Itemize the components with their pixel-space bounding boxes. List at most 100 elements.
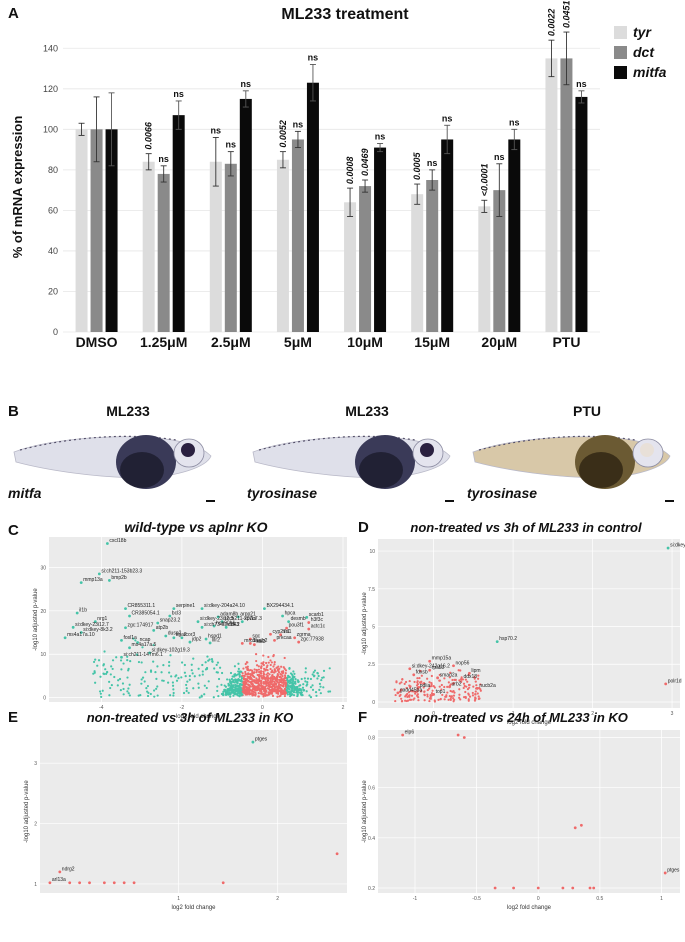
point bbox=[292, 679, 295, 683]
point bbox=[126, 659, 129, 662]
point bbox=[182, 691, 186, 695]
gene-label: bcl3 bbox=[172, 611, 181, 617]
gene-label: rps53 bbox=[432, 665, 445, 671]
point bbox=[242, 667, 245, 670]
gene-point bbox=[279, 633, 282, 637]
bar-dct bbox=[560, 58, 573, 333]
bar-dct bbox=[359, 186, 372, 332]
embryo-1: ML233 mitfa bbox=[8, 403, 215, 502]
point bbox=[243, 678, 246, 681]
point bbox=[255, 677, 258, 680]
gene-point bbox=[168, 614, 172, 618]
point bbox=[94, 681, 97, 684]
gene-label: arpp21 bbox=[240, 611, 256, 617]
gene-label: zgrma bbox=[297, 632, 311, 638]
panel-e-letter: E bbox=[8, 709, 18, 726]
point bbox=[309, 686, 313, 689]
point bbox=[108, 694, 111, 697]
point bbox=[284, 671, 287, 675]
gene-label: nrg1 bbox=[97, 616, 107, 622]
point bbox=[283, 656, 286, 660]
point bbox=[180, 661, 184, 664]
point bbox=[276, 695, 279, 698]
point bbox=[280, 692, 283, 696]
point bbox=[308, 694, 311, 697]
point bbox=[185, 687, 188, 690]
point bbox=[561, 886, 565, 890]
point bbox=[135, 653, 139, 656]
point bbox=[428, 681, 431, 684]
point bbox=[453, 691, 456, 694]
point bbox=[262, 670, 265, 673]
point bbox=[238, 671, 241, 675]
point bbox=[188, 678, 191, 681]
point bbox=[118, 677, 122, 681]
gene-label: si:dkey-8k3.2 bbox=[83, 627, 113, 633]
point bbox=[273, 663, 276, 666]
point bbox=[255, 681, 259, 684]
point bbox=[257, 691, 260, 695]
point bbox=[266, 672, 270, 675]
point bbox=[266, 694, 269, 697]
category-label: PTU bbox=[552, 334, 580, 350]
point bbox=[422, 686, 425, 689]
point bbox=[242, 674, 245, 677]
category-label: 2.5μM bbox=[211, 334, 251, 350]
point bbox=[237, 667, 240, 670]
gene-point bbox=[236, 615, 240, 619]
point bbox=[493, 886, 497, 890]
point bbox=[479, 689, 482, 692]
point bbox=[175, 674, 178, 677]
point bbox=[201, 673, 204, 676]
point bbox=[155, 687, 158, 690]
point bbox=[462, 736, 466, 739]
y-tick-label: 2.5 bbox=[368, 662, 375, 668]
point bbox=[99, 675, 102, 678]
point bbox=[146, 684, 150, 688]
point bbox=[242, 688, 245, 691]
point bbox=[410, 689, 414, 692]
panel-a-legend: tyr dct mitfa bbox=[614, 24, 667, 80]
gene-label: si:ch211-207c7.3 bbox=[224, 616, 262, 622]
point bbox=[256, 673, 259, 677]
point bbox=[281, 691, 285, 694]
point bbox=[108, 680, 111, 683]
point bbox=[110, 683, 113, 687]
point bbox=[254, 687, 257, 690]
point bbox=[188, 674, 191, 678]
point bbox=[117, 679, 120, 682]
y-tick-label: 30 bbox=[40, 565, 46, 571]
gene-label: hsp70.2 bbox=[499, 636, 517, 642]
point bbox=[573, 826, 577, 830]
gene-point bbox=[136, 641, 139, 644]
point bbox=[437, 698, 440, 702]
gene-point bbox=[293, 636, 297, 640]
gene-point bbox=[475, 686, 479, 690]
point bbox=[319, 692, 322, 695]
point bbox=[273, 676, 276, 680]
point bbox=[477, 695, 480, 698]
point bbox=[205, 686, 208, 690]
point bbox=[428, 699, 431, 703]
point bbox=[290, 684, 293, 687]
panel-a-ylabel: % of mRNA expression bbox=[10, 116, 25, 259]
point bbox=[160, 671, 163, 674]
point bbox=[309, 677, 313, 681]
point bbox=[302, 689, 305, 692]
significance-label: ns bbox=[375, 132, 386, 142]
gene-label: mmp15a bbox=[432, 656, 452, 662]
x-tick-label: 1 bbox=[660, 896, 663, 902]
point bbox=[147, 691, 150, 695]
point bbox=[328, 667, 331, 670]
point bbox=[297, 691, 301, 694]
point bbox=[253, 668, 256, 671]
point bbox=[183, 671, 187, 674]
point bbox=[259, 679, 262, 683]
bar-tyr bbox=[478, 206, 491, 332]
point bbox=[249, 673, 252, 676]
gene-point bbox=[188, 640, 192, 644]
point bbox=[266, 664, 269, 667]
point bbox=[265, 676, 268, 679]
point bbox=[300, 693, 303, 697]
gene-label: si:dkey-23i12.5 bbox=[200, 616, 234, 622]
